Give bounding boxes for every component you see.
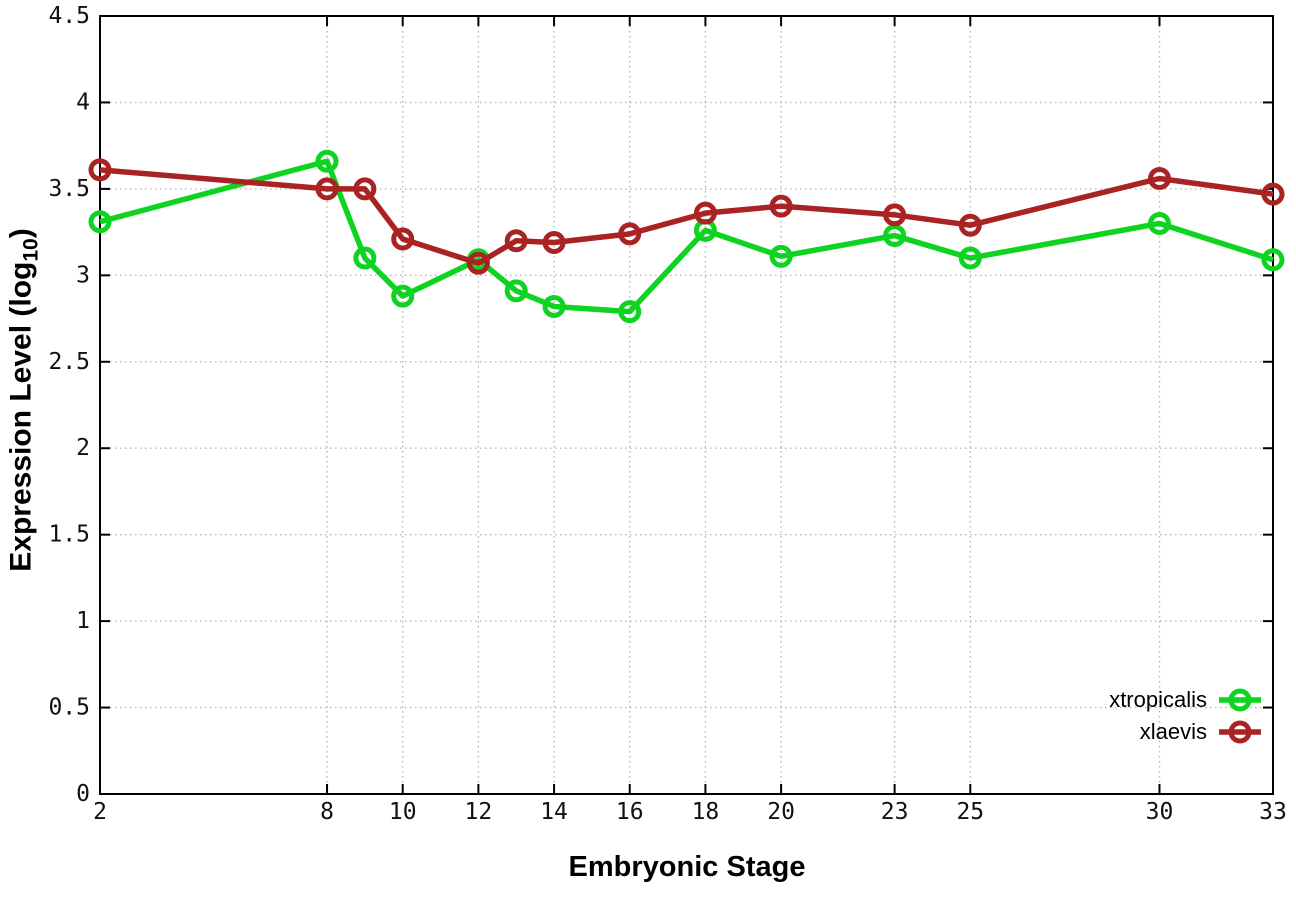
legend-marker-xtropicalis	[1219, 688, 1261, 711]
legend-label-xtropicalis: xtropicalis	[1109, 686, 1207, 712]
data-point-xlaevis	[353, 177, 377, 201]
x-tick-label: 18	[692, 799, 720, 825]
data-point-xtropicalis	[618, 300, 642, 324]
y-tick-label: 1	[76, 608, 90, 634]
legend-marker-xlaevis	[1219, 720, 1261, 743]
data-point-xtropicalis	[883, 224, 907, 248]
y-tick-label: 2	[76, 435, 90, 461]
plot-border	[99, 15, 1274, 795]
legend-item-xlaevis: xlaevis	[1140, 716, 1263, 747]
y-tick-label: 3	[76, 262, 90, 288]
y-axis-title: Expression Level (log10)	[5, 228, 44, 571]
x-tick-label: 23	[881, 799, 909, 825]
data-point-xtropicalis	[769, 244, 793, 268]
x-tick-label: 25	[956, 799, 984, 825]
data-point-xlaevis	[618, 222, 642, 246]
y-tick-label: 4.5	[48, 3, 90, 29]
y-tick-label: 1.5	[48, 522, 90, 548]
data-point-xtropicalis	[958, 246, 982, 270]
data-point-xtropicalis	[1261, 248, 1285, 272]
data-point-xlaevis	[504, 229, 528, 253]
x-tick-label: 20	[767, 799, 795, 825]
legend-label-xlaevis: xlaevis	[1139, 718, 1207, 744]
data-point-xtropicalis	[353, 246, 377, 270]
data-point-xlaevis	[769, 194, 793, 218]
data-point-xlaevis	[693, 201, 717, 225]
y-tick-label: 0	[76, 781, 90, 807]
data-point-xtropicalis	[391, 284, 415, 308]
y-axis-title-subscript: 10	[19, 238, 43, 262]
data-point-xlaevis	[1261, 182, 1285, 206]
y-tick-label: 4	[76, 89, 90, 115]
x-tick-label: 30	[1146, 799, 1174, 825]
data-point-xtropicalis	[1147, 211, 1171, 235]
x-tick-label: 8	[320, 799, 334, 825]
y-tick-label: 3.5	[48, 176, 90, 202]
data-point-xlaevis	[958, 213, 982, 237]
x-tick-label: 16	[616, 799, 644, 825]
x-axis-title: Embryonic Stage	[568, 851, 806, 883]
data-point-xlaevis	[883, 203, 907, 227]
data-point-xtropicalis	[504, 279, 528, 303]
x-tick-label: 14	[540, 799, 568, 825]
data-point-xlaevis	[542, 230, 566, 254]
y-axis-title-text: Expression Level (log	[4, 261, 38, 572]
x-tick-label: 12	[465, 799, 493, 825]
data-point-xlaevis	[466, 251, 490, 275]
x-tick-label: 2	[93, 799, 107, 825]
y-axis-title-suffix: )	[4, 228, 38, 239]
legend-item-xtropicalis: xtropicalis	[1109, 684, 1263, 715]
y-tick-label: 2.5	[48, 349, 90, 375]
data-point-xlaevis	[1147, 167, 1171, 191]
x-tick-label: 33	[1259, 799, 1287, 825]
data-point-xlaevis	[391, 227, 415, 251]
data-point-xtropicalis	[88, 210, 112, 234]
legend: xtropicalis xlaevis	[1109, 684, 1263, 747]
data-point-xtropicalis	[542, 294, 566, 318]
data-point-xtropicalis	[315, 149, 339, 173]
data-point-xlaevis	[88, 158, 112, 182]
data-point-xlaevis	[315, 177, 339, 201]
x-tick-label: 10	[389, 799, 417, 825]
y-tick-label: 0.5	[48, 695, 90, 721]
